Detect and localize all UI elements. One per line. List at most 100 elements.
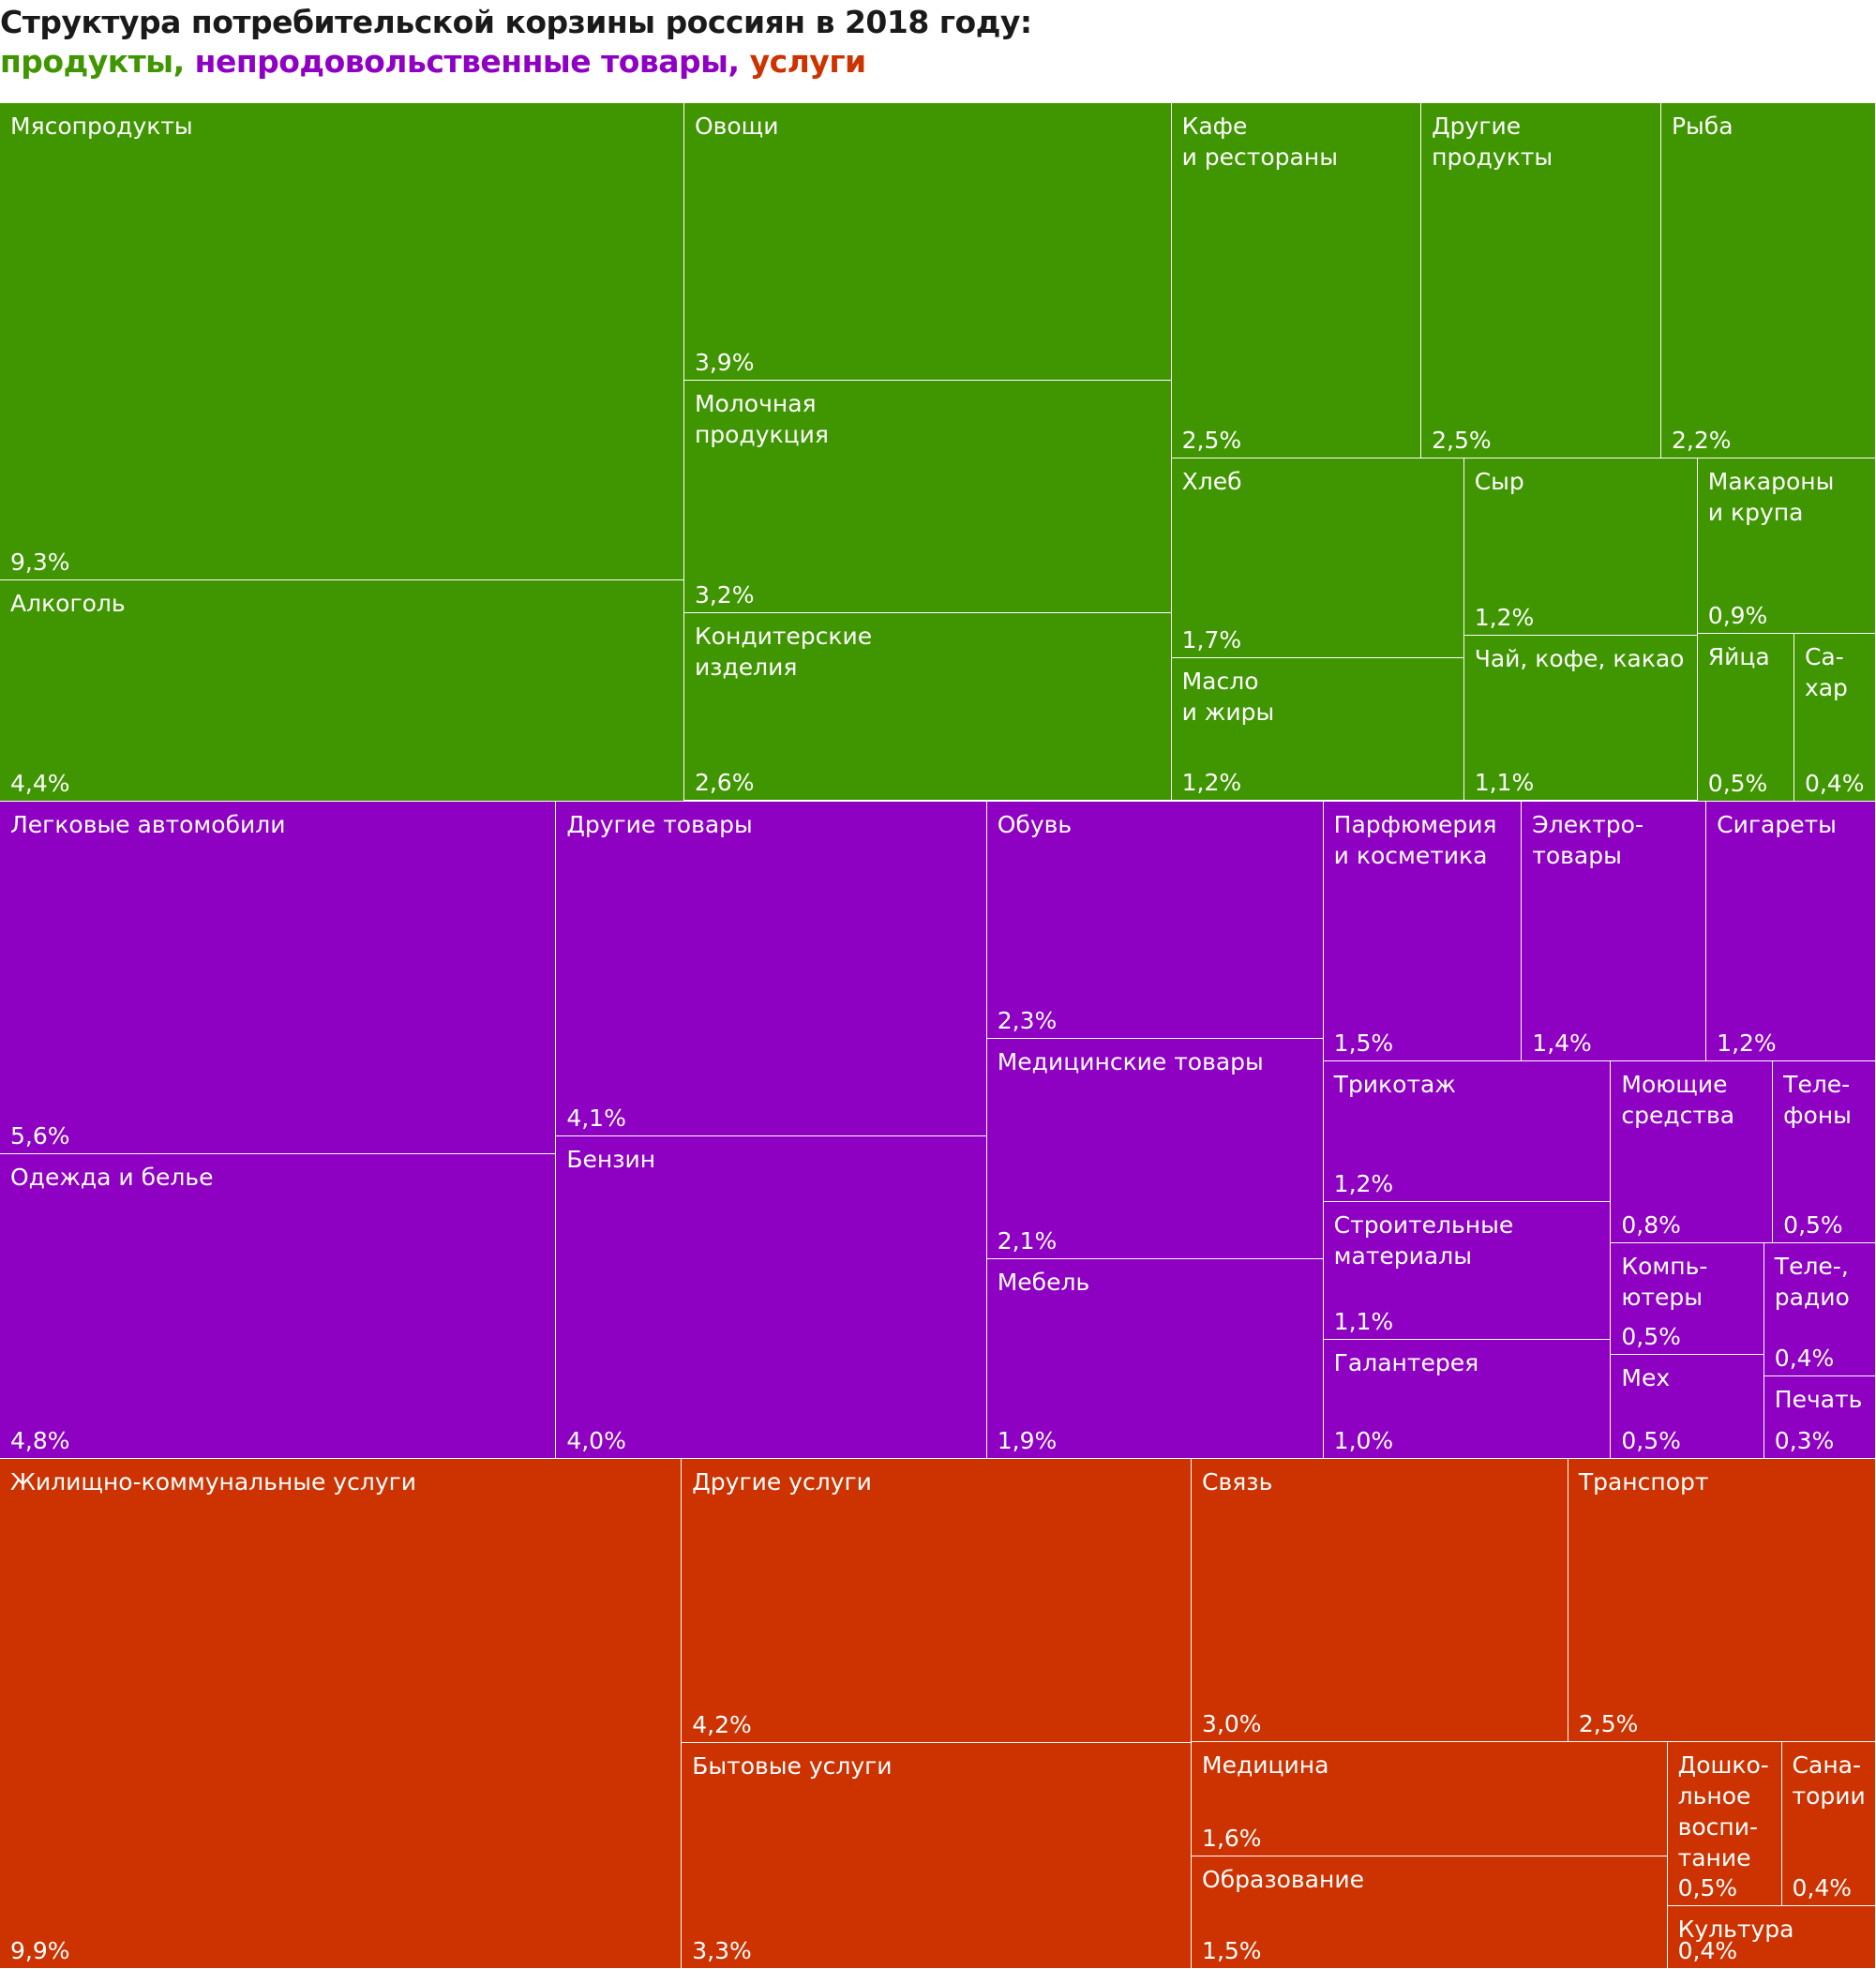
cell-label: Другие товары: [566, 810, 753, 838]
cell-label: Другие услуги: [692, 1468, 872, 1496]
value-label: 1,5%: [1202, 1937, 1262, 1965]
legend-entry: услуги: [749, 43, 867, 80]
treemap-cell: Молочная продукция 3,2%: [683, 380, 1172, 613]
treemap-cell: Другие услуги 4,2%: [682, 1459, 1193, 1744]
treemap-cell: Галантерея 1,0%: [1323, 1340, 1612, 1460]
treemap-cell: Обувь 2,3%: [986, 801, 1324, 1039]
cell-label: Мех: [1621, 1364, 1671, 1392]
cell-label: Яйца: [1707, 643, 1770, 671]
value-label: 2,5%: [1432, 426, 1492, 454]
value-label: 3,9%: [694, 348, 755, 376]
cell-label: Компь- ютеры: [1621, 1252, 1708, 1311]
treemap-cell: Трикотаж 1,2%: [1323, 1060, 1612, 1202]
cell-label: Бензин: [566, 1146, 656, 1174]
value-label: 2,3%: [997, 1006, 1058, 1034]
treemap-cell: Другие продукты 2,5%: [1421, 102, 1661, 458]
cell-label: Кафе и рестораны: [1181, 112, 1338, 171]
value-label: 1,9%: [997, 1427, 1058, 1455]
treemap-cell: Жилищно-коммунальные услуги 9,9%: [0, 1459, 683, 1969]
treemap-cell: Яйца 0,5%: [1697, 634, 1794, 802]
value-label: 1,2%: [1717, 1029, 1777, 1057]
value-label: 4,2%: [692, 1711, 752, 1739]
treemap-cell: Строительные материалы 1,1%: [1323, 1201, 1612, 1341]
value-label: 1,1%: [1333, 1308, 1394, 1336]
legend-entry: продукты: [0, 43, 173, 80]
treemap-cell: Алкоголь 4,4%: [0, 579, 684, 802]
cell-label: Транспорт: [1578, 1468, 1709, 1496]
cell-label: Сана- тории: [1792, 1751, 1866, 1810]
treemap-cell: Электро- товары 1,4%: [1522, 801, 1707, 1061]
treemap-cell: Чай, кофе, какао 1,1%: [1463, 635, 1698, 802]
treemap-cell: Парфюмерия и косметика 1,5%: [1323, 801, 1523, 1061]
value-label: 1,4%: [1532, 1029, 1592, 1057]
treemap-cell: Культура 0,4%: [1667, 1906, 1876, 1969]
cell-label: Трикотаж: [1333, 1070, 1456, 1098]
cell-label: Теле- фоны: [1783, 1070, 1852, 1129]
value-label: 4,1%: [566, 1105, 626, 1133]
cell-label: Культура: [1677, 1916, 1794, 1944]
value-label: 2,6%: [694, 769, 755, 797]
cell-label: Галантерея: [1333, 1349, 1479, 1377]
cell-label: Кондитерские изделия: [694, 622, 873, 681]
value-label: 1,2%: [1333, 1169, 1394, 1197]
value-label: 0,5%: [1621, 1427, 1681, 1455]
treemap-cell: Медицинские товары 2,1%: [986, 1038, 1324, 1260]
value-label: 1,6%: [1202, 1824, 1262, 1852]
cell-label: Обувь: [997, 810, 1073, 838]
value-label: 3,2%: [694, 580, 755, 609]
value-label: 0,4%: [1774, 1344, 1835, 1372]
chart-title: Структура потребительской корзины россия…: [0, 4, 1032, 40]
treemap-cell: Масло и жиры 1,2%: [1171, 657, 1464, 802]
legend-separator: ,: [173, 43, 195, 80]
cell-label: Мебель: [997, 1269, 1090, 1297]
treemap-cell: Моющие средства 0,8%: [1611, 1060, 1774, 1243]
cell-label: Сигареты: [1717, 810, 1837, 838]
value-label: 3,3%: [692, 1937, 752, 1965]
treemap-cell: Легковые автомобили 5,6%: [0, 801, 557, 1154]
cell-label: Хлеб: [1181, 467, 1242, 495]
cell-label: Бытовые услуги: [692, 1752, 893, 1781]
value-label: 0,5%: [1677, 1874, 1738, 1902]
legend-entry: непродовольственные товары: [194, 43, 728, 80]
cell-label: Са- хар: [1804, 643, 1848, 702]
treemap-cell: Кондитерские изделия 2,6%: [683, 612, 1172, 802]
cell-label: Медицина: [1202, 1751, 1329, 1779]
value-label: 1,2%: [1181, 769, 1242, 797]
cell-label: Образование: [1202, 1865, 1364, 1893]
treemap-cell: Образование 1,5%: [1192, 1856, 1668, 1969]
cell-label: Медицинские товары: [997, 1047, 1264, 1075]
value-label: 2,2%: [1671, 426, 1732, 454]
cell-label: Жилищно-коммунальные услуги: [10, 1468, 417, 1496]
value-label: 2,5%: [1181, 426, 1242, 454]
value-label: 0,4%: [1792, 1874, 1853, 1902]
cell-label: Легковые автомобили: [10, 810, 286, 838]
treemap-cell: Компь- ютеры 0,5%: [1611, 1242, 1764, 1356]
treemap-cell: Транспорт 2,5%: [1568, 1459, 1876, 1742]
cell-label: Одежда и белье: [10, 1163, 214, 1191]
value-label: 0,5%: [1621, 1323, 1681, 1351]
value-label: 1,5%: [1333, 1029, 1394, 1057]
cell-label: Другие продукты: [1432, 112, 1553, 171]
legend: продукты, непродовольственные товары, ус…: [0, 43, 866, 80]
treemap-cell: Мясопродукты 9,3%: [0, 102, 684, 580]
treemap-cell: Медицина 1,6%: [1192, 1741, 1668, 1856]
cell-label: Строительные материалы: [1333, 1210, 1514, 1270]
treemap-cell: Одежда и белье 4,8%: [0, 1153, 557, 1460]
treemap-cell: Дошко- льное воспи- тание 0,5%: [1667, 1741, 1782, 1907]
value-label: 0,4%: [1677, 1937, 1738, 1965]
value-label: 2,5%: [1578, 1709, 1639, 1737]
value-label: 1,2%: [1474, 603, 1535, 631]
value-label: 1,1%: [1474, 769, 1535, 797]
treemap-cell: Связь 3,0%: [1192, 1459, 1568, 1742]
value-label: 0,3%: [1774, 1427, 1835, 1455]
value-label: 0,5%: [1783, 1210, 1843, 1239]
treemap-cell: Другие товары 4,1%: [556, 801, 987, 1137]
treemap-cell: Теле-, радио 0,4%: [1763, 1242, 1876, 1376]
cell-label: Теле-, радио: [1774, 1252, 1850, 1311]
cell-label: Молочная продукция: [694, 389, 829, 448]
cell-label: Масло и жиры: [1181, 667, 1275, 726]
value-label: 0,8%: [1621, 1210, 1681, 1239]
treemap-cell: Са- хар 0,4%: [1793, 634, 1876, 802]
value-label: 9,3%: [10, 548, 70, 576]
cell-label: Алкоголь: [10, 589, 126, 617]
